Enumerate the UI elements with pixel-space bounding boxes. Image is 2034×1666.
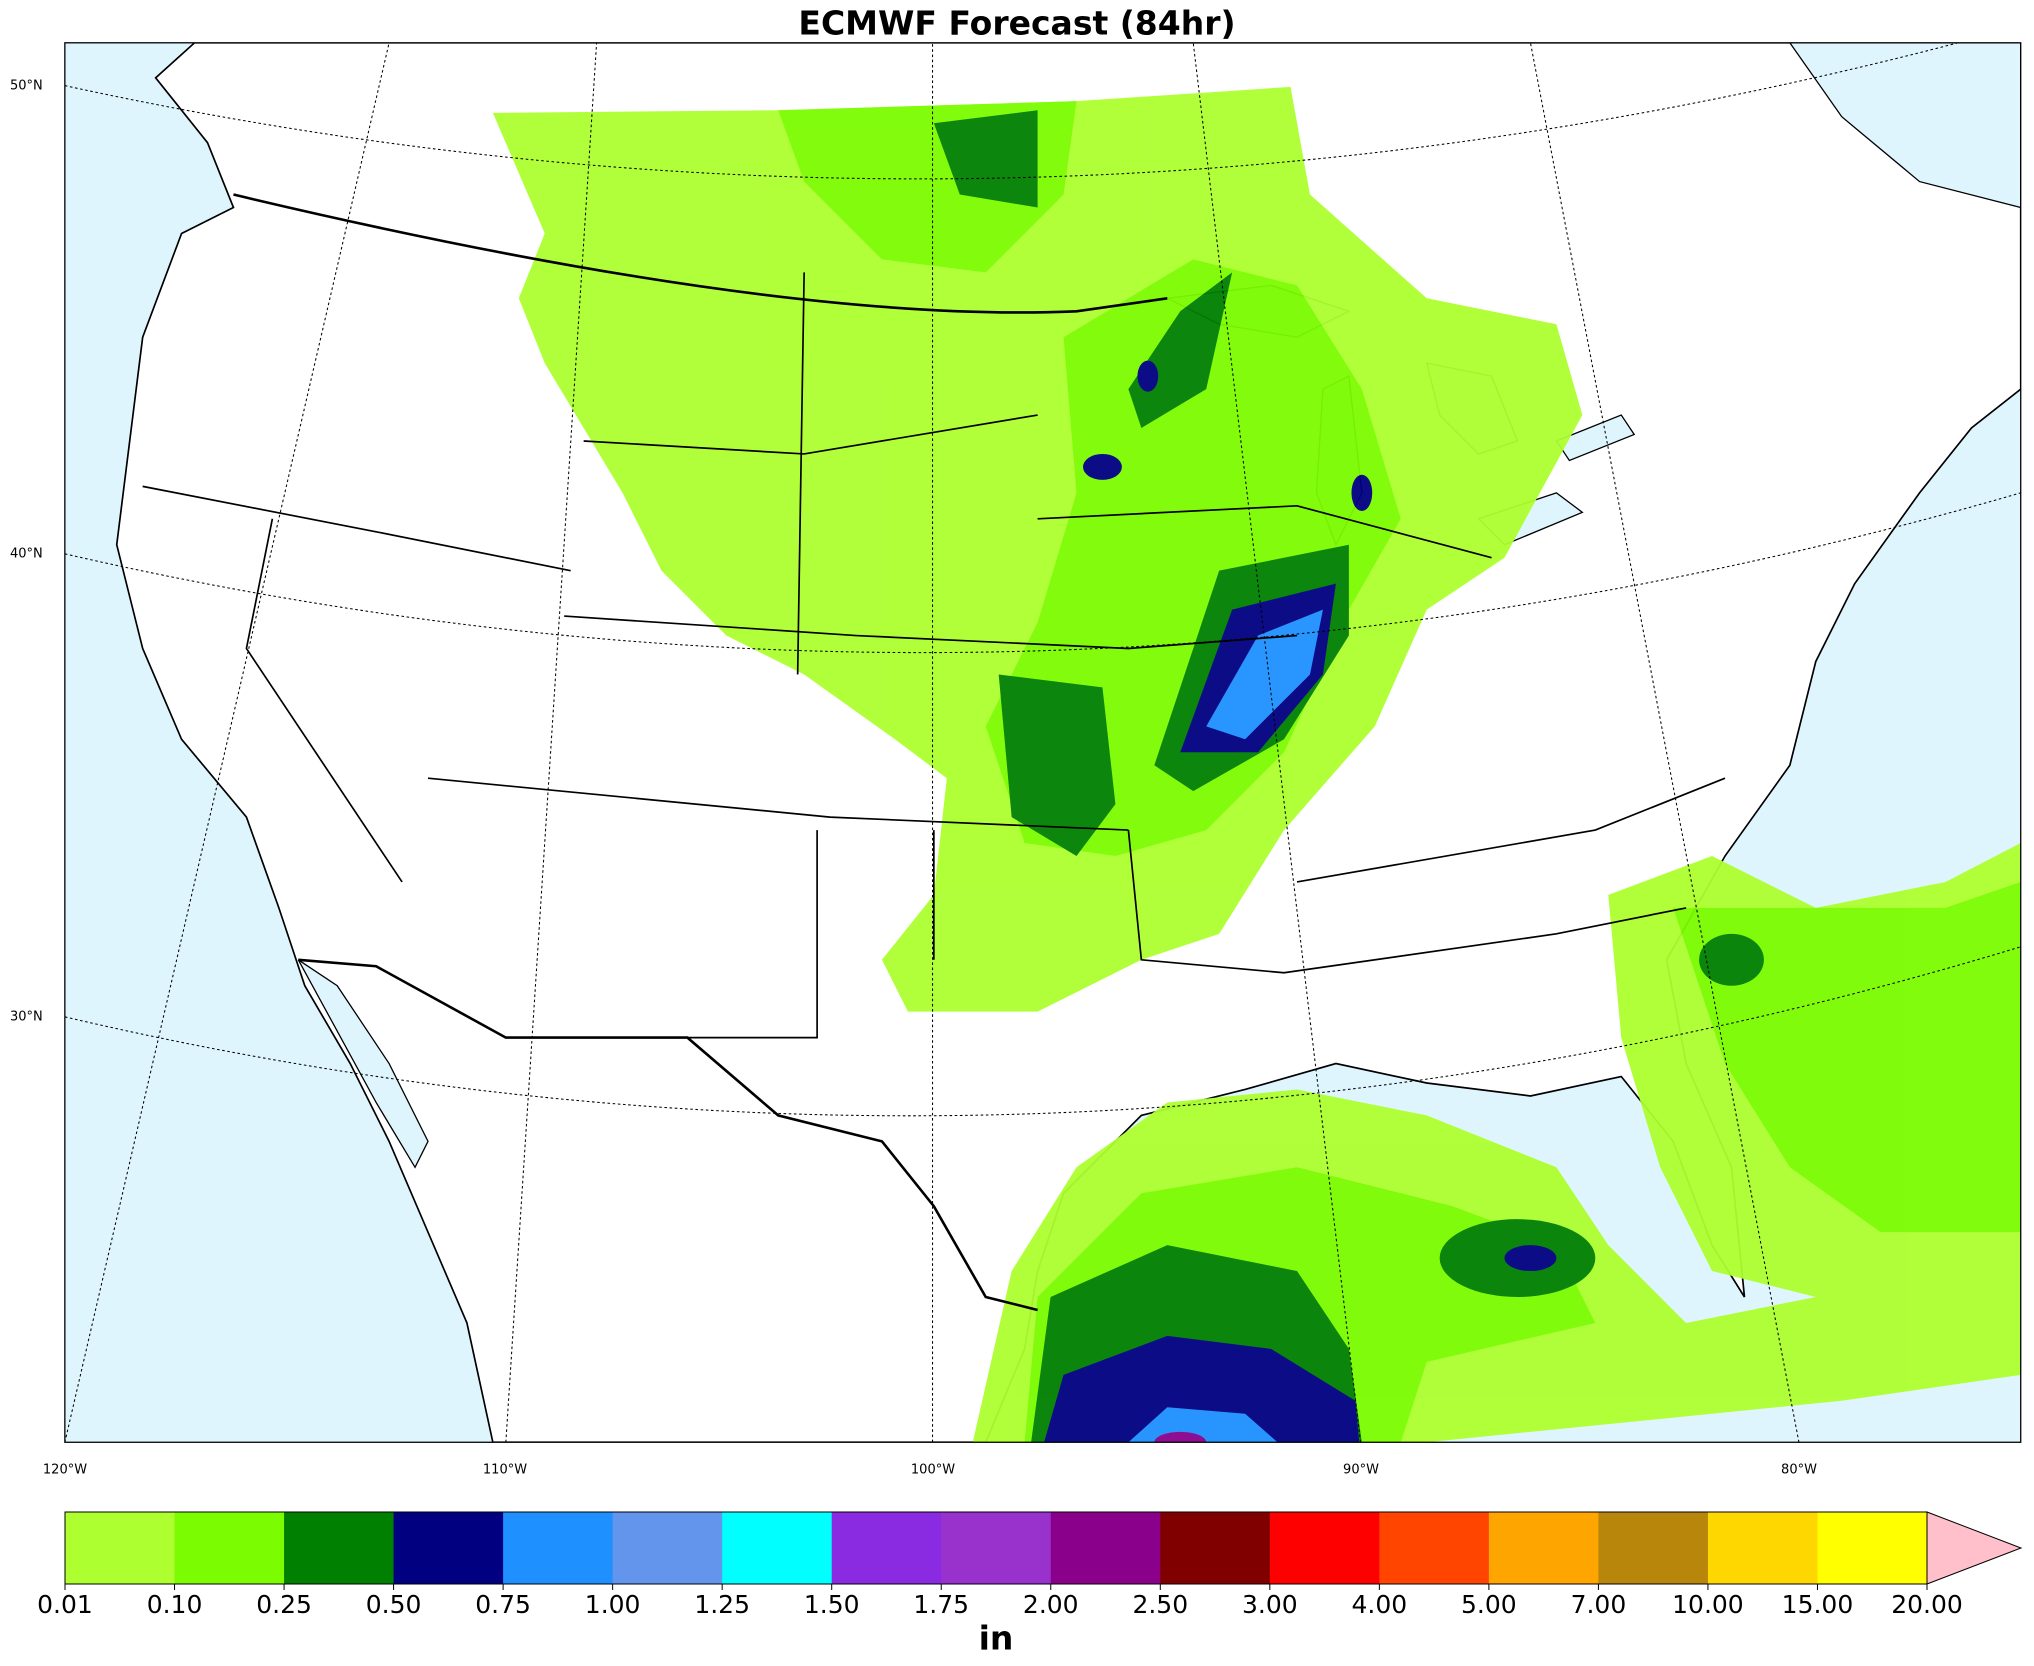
colorbar-tick-label: 0.25 (256, 1590, 312, 1619)
lat-label: 30°N (10, 1010, 43, 1025)
colorbar-tick-label: 10.00 (1672, 1590, 1744, 1619)
colorbar-bin (612, 1512, 723, 1584)
title: ECMWF Forecast (84hr) (798, 4, 1235, 43)
lon-label: 100°W (911, 1463, 955, 1478)
colorbar-bin (1050, 1512, 1161, 1584)
colorbar-tick-label: 2.50 (1132, 1590, 1188, 1619)
colorbar-tick-label: 2.00 (1023, 1590, 1079, 1619)
colorbar-frame (64, 1511, 1928, 1585)
borders (233, 193, 1168, 1312)
graticule (64, 42, 2021, 1443)
colorbar-bin (941, 1512, 1052, 1584)
colorbar-tick-label: 1.75 (913, 1590, 969, 1619)
colorbar-tick-label: 1.50 (804, 1590, 860, 1619)
colorbar-tick-label: 0.75 (475, 1590, 531, 1619)
colorbar-bin (174, 1512, 285, 1584)
lon-label: 120°W (43, 1463, 87, 1478)
map (64, 42, 2022, 1443)
colorbar-tick-label: 0.50 (366, 1590, 422, 1619)
colorbar-unit: in (979, 1619, 1014, 1658)
colorbar-tick-label: 4.00 (1352, 1590, 1408, 1619)
colorbar-bin (1488, 1512, 1599, 1584)
colorbar-tick-label: 3.00 (1242, 1590, 1298, 1619)
colorbar-bin (722, 1512, 833, 1584)
colorbar-bin (503, 1512, 614, 1584)
colorbar-tick-label: 15.00 (1782, 1590, 1854, 1619)
colorbar-bin (1269, 1512, 1380, 1584)
colorbar-tick-label: 0.01 (37, 1590, 93, 1619)
colorbar-bin (284, 1512, 395, 1584)
colorbar-bin (1160, 1512, 1271, 1584)
colorbar-tick-label: 7.00 (1571, 1590, 1627, 1619)
colorbar-bin (1817, 1512, 1928, 1584)
lon-label: 90°W (1343, 1463, 1379, 1478)
lat-label: 50°N (10, 79, 43, 94)
colorbar-bin (1379, 1512, 1490, 1584)
lon-label: 80°W (1781, 1463, 1817, 1478)
colorbar-tick-label: 20.00 (1891, 1590, 1963, 1619)
colorbar-tick-label: 1.25 (694, 1590, 750, 1619)
colorbar-extend (1926, 1511, 2023, 1585)
colorbar-bin (1707, 1512, 1818, 1584)
lon-label: 110°W (483, 1463, 527, 1478)
colorbar-bin (1598, 1512, 1709, 1584)
colorbar-bin (393, 1512, 504, 1584)
colorbar-bin (65, 1512, 176, 1584)
map-frame (64, 42, 2022, 1443)
colorbar-bin (831, 1512, 942, 1584)
colorbar-tick-label: 0.10 (147, 1590, 203, 1619)
colorbar-tick-label: 1.00 (585, 1590, 641, 1619)
lat-label: 40°N (10, 547, 43, 562)
precipitation (492, 86, 2021, 1443)
state-lines (142, 272, 1726, 1039)
colorbar-tick-label: 5.00 (1461, 1590, 1517, 1619)
